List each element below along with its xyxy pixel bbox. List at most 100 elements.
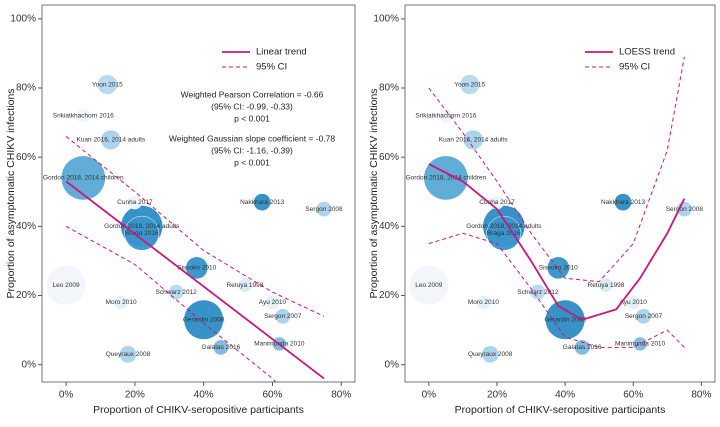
annotation: p < 0.001: [234, 157, 270, 167]
bubble-label: Gerardin 2008: [183, 316, 225, 323]
bubble: [127, 194, 143, 210]
bubble-label: Queyraux 2008: [468, 351, 513, 358]
bubble-label: Gordon 2018, 2014 children: [43, 175, 124, 182]
bubble: [625, 295, 641, 310]
bubble: [124, 215, 160, 251]
x-axis-label: Proportion of CHIKV-seropositive partici…: [93, 404, 304, 416]
bubble: [476, 295, 491, 310]
bubble: [459, 74, 480, 95]
bubble-label: Queyraux 2008: [106, 351, 151, 358]
x-tick-label: 80%: [331, 390, 351, 401]
bubble: [265, 295, 280, 310]
x-tick-label: 60%: [262, 390, 282, 401]
bubble-label: Manimunda 2010: [615, 341, 666, 348]
bubble-label: Retuya 1998: [226, 282, 263, 289]
y-axis-label: Proportion of asymptomatic CHIKV infecti…: [5, 88, 17, 298]
bubble-label: Ayu 2010: [259, 299, 287, 306]
bubble-label: Kuan 2016, 2014 adults: [76, 137, 145, 144]
bubble-label: Sergon 2008: [305, 206, 343, 213]
bubble: [462, 129, 484, 151]
bubble-label: Cunha 2017: [479, 199, 515, 206]
bubble-label: Leo 2009: [415, 282, 442, 289]
bubble-label: Yoon 2015: [92, 81, 123, 88]
bubble-label: Sergon 2007: [264, 313, 302, 320]
x-tick-label: 20%: [125, 390, 145, 401]
x-tick-label: 60%: [623, 390, 643, 401]
x-axis-label: Proportion of CHIKV-seropositive partici…: [455, 404, 666, 416]
bubble-label: Ayu 2010: [620, 299, 648, 306]
bubble-label: Moro 2010: [106, 299, 137, 306]
annotation: Weighted Pearson Correlation = -0.66: [181, 89, 324, 99]
bubble-label: Kuan 2016, 2014 adults: [439, 137, 508, 144]
annotation: (95% CI: -0.99, -0.33): [211, 101, 293, 111]
trend-line: [428, 163, 686, 321]
bubble: [237, 277, 253, 293]
y-tick-label: 80%: [379, 83, 399, 94]
annotation: p < 0.001: [234, 113, 270, 123]
bubble: [614, 193, 632, 211]
bubble-label: Sergon 2007: [625, 313, 663, 320]
trend-lines: [65, 136, 325, 382]
ci-line: [428, 56, 685, 283]
bubble: [212, 339, 229, 356]
y-tick-label: 20%: [16, 290, 36, 301]
bubble: [486, 215, 522, 251]
trend-lines: [428, 56, 686, 348]
bubble: [529, 284, 546, 300]
legend-label: 95% CI: [256, 62, 287, 73]
bubble: [97, 74, 118, 95]
bubble: [183, 299, 224, 340]
bubble-label: Sissoko 2010: [177, 265, 216, 272]
ci-line: [65, 136, 325, 317]
bubble: [438, 108, 454, 123]
bubble-label: Schwarz 2012: [517, 289, 559, 296]
bubble-label: Sissoko 2010: [539, 265, 578, 272]
bubble: [113, 295, 129, 310]
bubble: [119, 345, 137, 364]
y-tick-label: 80%: [16, 83, 36, 94]
bubble-label: Retuya 1998: [588, 282, 625, 289]
bubble-label: Srikiatkhachorn 2016: [415, 112, 476, 119]
legend-label: LOESS trend: [619, 47, 675, 58]
y-tick-label: 100%: [373, 13, 399, 24]
y-tick-label: 60%: [379, 152, 399, 163]
bubble: [574, 339, 591, 356]
x-tick-label: 0%: [422, 390, 437, 401]
plot-frame: [404, 4, 716, 383]
bubble: [481, 345, 499, 364]
bubble-label: Braga 2016: [125, 230, 159, 237]
y-tick-label: 60%: [16, 152, 36, 163]
bubble-label: Braga 2016: [487, 230, 521, 237]
y-tick-label: 0%: [385, 359, 400, 370]
bubble-label: Cunha 2017: [117, 199, 153, 206]
bubble-label: Nakkhara 2013: [601, 199, 645, 206]
annotation: (95% CI: -1.16, -0.39): [211, 145, 293, 155]
bubble: [185, 256, 209, 280]
y-tick-label: 40%: [379, 221, 399, 232]
ci-line: [65, 225, 277, 382]
x-tick-label: 80%: [691, 390, 711, 401]
bubble-label: Srikiatkhachorn 2016: [53, 112, 114, 119]
bubble-label: Moro 2010: [468, 299, 499, 306]
bubble-label: Gordon 2018, 2014 adults: [466, 223, 542, 230]
bubble: [408, 265, 449, 306]
bubble-label: Galatas 2016: [563, 344, 602, 351]
bubble-label: Sergon 2008: [666, 206, 704, 213]
y-tick-label: 0%: [22, 359, 37, 370]
legend-label: Linear trend: [256, 47, 307, 58]
bubble: [76, 108, 91, 123]
bubble: [274, 308, 291, 325]
bubble: [60, 155, 106, 201]
ci-line: [428, 232, 685, 348]
bubble-label: Yoon 2015: [454, 81, 485, 88]
bubble-label: Schwarz 2012: [156, 289, 198, 296]
x-tick-label: 20%: [487, 390, 507, 401]
bubble: [635, 308, 652, 325]
bubble-label: Gordon 2018, 2014 adults: [104, 223, 180, 230]
bubble-label: Gerardin 2008: [544, 316, 586, 323]
y-tick-label: 40%: [16, 221, 36, 232]
bubble: [632, 336, 648, 352]
plot-frame: [41, 4, 356, 383]
bubble: [316, 201, 332, 217]
y-tick-label: 100%: [10, 13, 36, 24]
